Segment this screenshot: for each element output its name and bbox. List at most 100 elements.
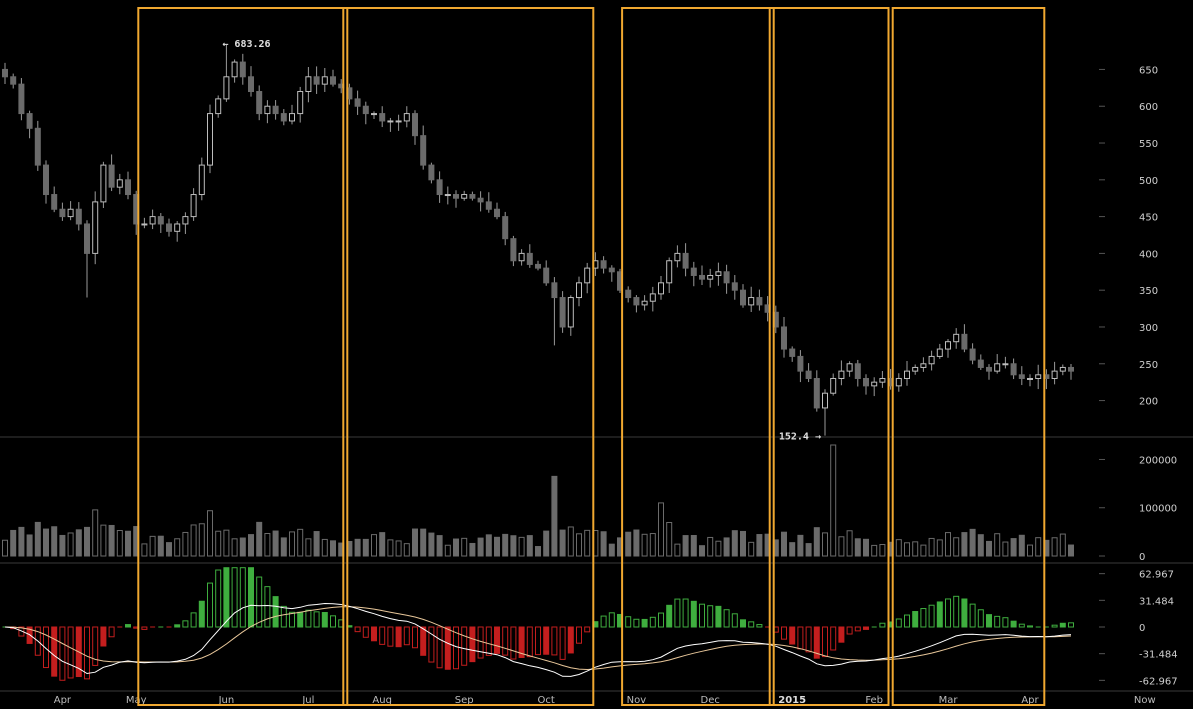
volume-bar <box>1002 541 1009 557</box>
macd-histogram-bar <box>461 626 468 666</box>
candle-body <box>633 297 640 306</box>
volume-bar <box>830 444 837 557</box>
volume-bar <box>207 510 213 557</box>
candle-body <box>428 164 435 181</box>
macd-histogram-bar <box>920 608 927 628</box>
volume-bar <box>1068 544 1074 557</box>
candle-body <box>699 274 705 280</box>
macd-histogram-bar <box>207 582 213 628</box>
volume-bar <box>543 530 550 557</box>
volume-bar <box>625 531 632 557</box>
candle-body <box>75 208 82 225</box>
candle-body <box>362 105 369 115</box>
macd-histogram-bar <box>248 567 254 628</box>
macd-histogram-bar <box>453 626 459 670</box>
candle-body <box>231 61 238 78</box>
candle-body <box>272 105 279 115</box>
macd-histogram-bar <box>731 613 738 628</box>
candlestick-series <box>2 44 1074 436</box>
x-tick-label: 2015 <box>778 695 806 706</box>
candle-body <box>805 370 812 379</box>
y-tick-label: 100000 <box>1139 504 1177 515</box>
volume-bar <box>215 530 222 557</box>
volume-bar <box>699 545 705 557</box>
macd-histogram-bar <box>641 618 648 628</box>
volume-bar <box>707 536 714 557</box>
volume-bar <box>420 528 427 557</box>
volume-bar <box>690 535 697 557</box>
candle-body <box>830 377 837 394</box>
candle-body <box>756 297 763 306</box>
macd-histogram-bar <box>108 626 115 638</box>
macd-histogram-bar <box>813 626 820 659</box>
macd-histogram-bar <box>781 626 787 640</box>
volume-bar <box>748 541 755 557</box>
volume-bar <box>1059 533 1066 557</box>
candle-body <box>502 216 509 240</box>
volume-bar <box>682 535 689 557</box>
macd-histogram-bar <box>412 626 418 649</box>
macd-histogram-bar <box>986 614 992 628</box>
candle-body <box>289 113 295 122</box>
volume-bar <box>403 543 410 557</box>
candle-body <box>477 197 484 203</box>
candle-body <box>67 208 74 218</box>
candle-body <box>781 326 787 350</box>
candle-body <box>584 267 591 284</box>
candle-body <box>412 113 418 137</box>
candle-body <box>600 260 607 269</box>
candle-body <box>1010 363 1017 376</box>
macd-histogram-bar <box>502 626 509 656</box>
candle-body <box>551 282 558 299</box>
x-tick-label: Feb <box>865 695 883 706</box>
volume-bar <box>256 521 263 557</box>
macd-histogram-bar <box>1035 626 1041 628</box>
candle-body <box>723 271 730 284</box>
candle-body <box>18 83 25 115</box>
macd-histogram-bar <box>879 622 886 628</box>
volume-bar <box>518 536 525 557</box>
candle-body <box>1002 363 1009 366</box>
volume-bar <box>34 521 41 557</box>
volume-bar <box>125 530 131 557</box>
volume-bar <box>633 529 640 557</box>
candle-body <box>674 252 681 262</box>
macd-histogram-bar <box>321 612 328 628</box>
candle-body <box>920 363 927 368</box>
y-tick-label: 650 <box>1139 65 1158 76</box>
macd-histogram-bar <box>92 626 99 666</box>
candle-body <box>43 164 49 196</box>
candle-body <box>149 216 156 225</box>
volume-bar <box>1018 534 1025 557</box>
y-tick-label: -62.967 <box>1139 676 1178 687</box>
macd-histogram-bar <box>215 569 222 628</box>
macd-histogram-bar <box>1010 620 1017 628</box>
volume-bar <box>674 543 681 557</box>
candle-body <box>912 366 919 372</box>
macd-histogram-bar <box>649 616 656 628</box>
volume-bar <box>371 534 377 557</box>
volume-bar <box>26 534 33 557</box>
volume-bar <box>223 529 230 557</box>
volume-bar <box>805 543 812 557</box>
volume-bar <box>428 532 435 557</box>
macd-histogram-bar <box>182 620 189 628</box>
x-tick-label: Jun <box>218 695 235 706</box>
volume-bar <box>945 532 951 557</box>
volume-bar <box>510 535 517 557</box>
macd-histogram-bar <box>510 626 517 660</box>
volume-bar <box>740 530 746 557</box>
macd-histogram-bar <box>838 626 845 643</box>
macd-histogram-bar <box>871 626 877 628</box>
candle-body <box>822 392 828 409</box>
candle-body <box>387 120 394 123</box>
macd-histogram-bar <box>362 626 369 638</box>
candle-body <box>740 289 746 306</box>
macd-histogram-bar <box>1002 617 1009 628</box>
macd-histogram-bar <box>264 586 271 628</box>
x-tick-label: Now <box>1134 695 1156 706</box>
candle-body <box>494 208 500 218</box>
x-tick-label: Sep <box>455 695 474 706</box>
y-tick-label: 600 <box>1139 102 1158 113</box>
macd-histogram-bar <box>535 626 541 656</box>
